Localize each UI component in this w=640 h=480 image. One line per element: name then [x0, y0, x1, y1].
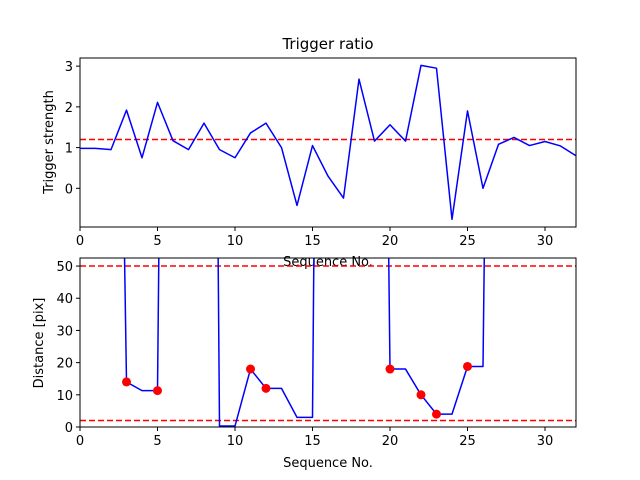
data-point-marker [246, 364, 255, 374]
x-tick-label: 0 [76, 234, 84, 249]
x-tick-label: 0 [76, 434, 84, 449]
x-tick-label: 30 [537, 434, 554, 449]
x-tick-label: 25 [459, 234, 476, 249]
x-axis-label: Sequence No. [283, 456, 373, 471]
plot-frame [79, 257, 577, 428]
y-tick-label: 2 [65, 101, 73, 116]
y-tick-label: 0 [65, 421, 73, 436]
series-line [80, 64, 576, 221]
distance-chart: Distance [pix] Sequence No. 0 5 10 15 20 25 30… [32, 258, 576, 471]
series-line [123, 258, 160, 392]
chart-title: Trigger ratio [281, 35, 373, 53]
x-tick-label: 20 [382, 434, 399, 449]
y-tick-label: 1 [65, 142, 73, 157]
y-tick-label: 20 [56, 357, 73, 372]
y-tick-label: 30 [56, 324, 73, 339]
data-point-marker [463, 361, 472, 371]
plot-frame [79, 57, 577, 228]
data-point-marker [432, 409, 441, 419]
series-lines [80, 64, 576, 221]
data-point-marker [261, 383, 271, 393]
y-tick-label: 40 [56, 292, 73, 307]
y-tick-label: 3 [65, 60, 73, 75]
x-tick-label: 5 [153, 234, 161, 249]
y-axis-label: Distance [pix] [32, 298, 47, 389]
y-tick-label: 50 [56, 260, 73, 275]
data-point-marker [416, 390, 426, 400]
axis-ticks: 0 5 10 15 20 25 30 0 10 20 30 40 50 [56, 260, 553, 449]
y-tick-label: 0 [65, 182, 73, 197]
x-tick-label: 15 [304, 434, 321, 449]
x-tick-label: 10 [227, 234, 244, 249]
y-axis-label: Trigger strength [42, 90, 57, 195]
x-tick-label: 10 [227, 434, 244, 449]
x-tick-label: 15 [304, 234, 321, 249]
x-tick-label: 30 [537, 234, 554, 249]
y-tick-label: 10 [56, 389, 73, 404]
threshold-lines [80, 265, 576, 422]
marker-points [122, 361, 472, 419]
axis-ticks: 0 5 10 15 20 25 30 0 1 2 3 [65, 60, 554, 249]
x-tick-label: 25 [459, 434, 476, 449]
x-tick-label: 5 [153, 434, 161, 449]
data-point-marker [122, 377, 131, 387]
data-point-marker [153, 386, 162, 396]
x-tick-label: 20 [382, 234, 399, 249]
data-point-marker [385, 364, 395, 374]
trigger-ratio-chart: Trigger ratio Trigger strength Sequence … [42, 35, 576, 270]
x-axis-label: Sequence No. [283, 255, 373, 270]
